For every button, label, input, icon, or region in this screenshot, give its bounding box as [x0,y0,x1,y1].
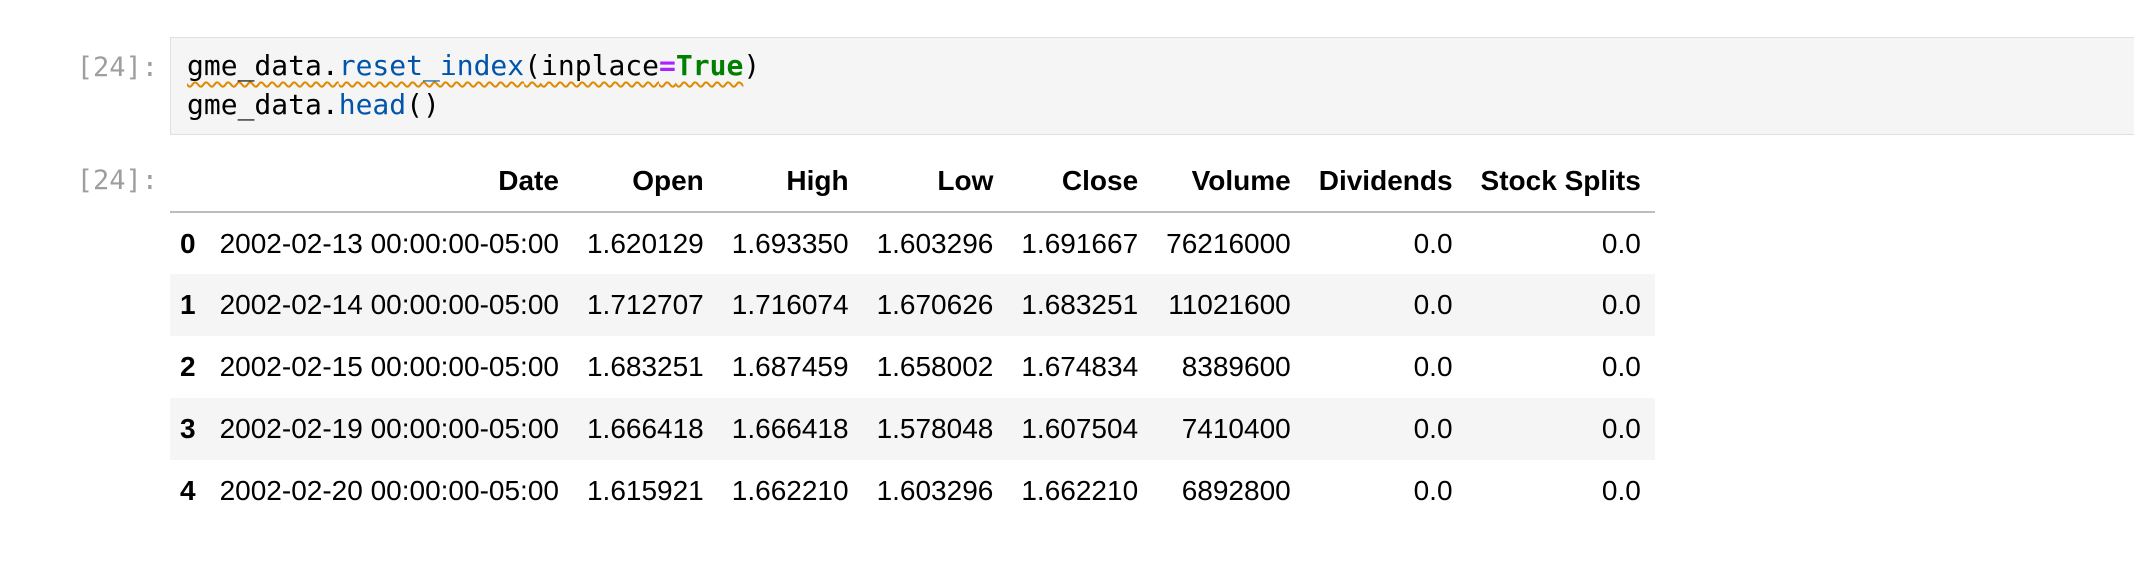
cell-low: 1.603296 [876,227,994,259]
code-keyword: True [675,49,744,82]
cell-date: 2002-02-19 00:00:00-05:00 [219,413,559,444]
cell-stock-splits: 0.0 [1601,351,1641,382]
cell-open: 1.712707 [586,289,704,320]
cell-date: 2002-02-14 00:00:00-05:00 [219,289,559,320]
output-prompt: [24]: [76,165,158,196]
cell-close: 1.607504 [1021,413,1139,444]
cell-volume: 6892800 [1181,475,1291,506]
cell-dividends: 0.0 [1413,475,1453,506]
code-line-2: gme_data.head() [187,86,440,124]
cell-date: 2002-02-20 00:00:00-05:00 [219,475,559,506]
cell-close: 1.691667 [1021,227,1139,259]
row-index: 0 [180,227,196,259]
cell-high: 1.666418 [731,413,849,444]
cell-stock-splits: 0.0 [1601,475,1641,506]
code-operator: = [659,49,676,82]
cell-low: 1.658002 [876,351,994,382]
lint-warning-span: gme_data.reset_index(inplace=True [187,49,743,82]
dataframe-output: Date Open High Low Close Volume Dividend… [170,150,1655,522]
cell-dividends: 0.0 [1413,413,1453,444]
column-header-open: Open [572,150,718,213]
cell-stock-splits: 0.0 [1601,413,1641,444]
cell-high: 1.716074 [731,289,849,320]
code-paren: () [406,88,440,121]
cell-low: 1.670626 [876,289,994,320]
cell-close: 1.674834 [1021,351,1139,382]
cell-open: 1.666418 [586,413,704,444]
cell-high: 1.662210 [731,475,849,506]
code-arg-name: inplace [541,49,660,82]
cell-open: 1.620129 [586,227,704,259]
column-header-low: Low [862,150,1008,213]
table-header-row: Date Open High Low Close Volume Dividend… [170,150,1655,213]
cell-date: 2002-02-13 00:00:00-05:00 [219,227,559,259]
cell-low: 1.603296 [876,475,994,506]
input-prompt: [24]: [76,52,158,83]
row-index: 4 [180,475,196,506]
cell-volume: 7410400 [1181,413,1291,444]
cell-dividends: 0.0 [1413,351,1453,382]
cell-volume: 11021600 [1168,289,1291,320]
cell-date: 2002-02-15 00:00:00-05:00 [219,351,559,382]
cell-stock-splits: 0.0 [1601,227,1641,259]
table-row: 1 2002-02-14 00:00:00-05:00 1.712707 1.7… [170,274,1655,336]
cell-dividends: 0.0 [1413,289,1453,320]
column-header-stock-splits: Stock Splits [1466,150,1655,213]
cell-low: 1.578048 [876,413,994,444]
column-header-high: High [717,150,863,213]
cell-high: 1.687459 [731,351,849,382]
cell-open: 1.615921 [586,475,704,506]
code-paren: ) [743,49,761,82]
table-row: 2 2002-02-15 00:00:00-05:00 1.683251 1.6… [170,336,1655,398]
row-index: 2 [180,351,196,382]
code-input-cell[interactable]: gme_data.reset_index(inplace=True) gme_d… [170,37,2134,135]
code-object: gme_data. [187,49,339,82]
code-paren: ( [524,49,542,82]
column-header-dividends: Dividends [1304,150,1467,213]
cell-high: 1.693350 [731,227,849,259]
cell-volume: 8389600 [1181,351,1291,382]
column-header-close: Close [1007,150,1153,213]
code-method: reset_index [338,49,525,82]
table-row: 0 2002-02-13 00:00:00-05:00 1.620129 1.6… [170,212,1655,274]
row-index: 3 [180,413,196,444]
column-header-date: Date [205,150,573,213]
cell-dividends: 0.0 [1413,227,1453,259]
index-header [170,150,206,213]
code-method: head [338,88,407,121]
table-row: 3 2002-02-19 00:00:00-05:00 1.666418 1.6… [170,398,1655,460]
column-header-volume: Volume [1152,150,1305,213]
row-index: 1 [180,289,196,320]
cell-open: 1.683251 [586,351,704,382]
code-object: gme_data. [187,88,339,121]
code-line-1: gme_data.reset_index(inplace=True) [187,47,760,85]
table-row: 4 2002-02-20 00:00:00-05:00 1.615921 1.6… [170,460,1655,522]
cell-close: 1.662210 [1021,475,1139,506]
cell-stock-splits: 0.0 [1601,289,1641,320]
cell-volume: 76216000 [1166,227,1291,259]
cell-close: 1.683251 [1021,289,1139,320]
